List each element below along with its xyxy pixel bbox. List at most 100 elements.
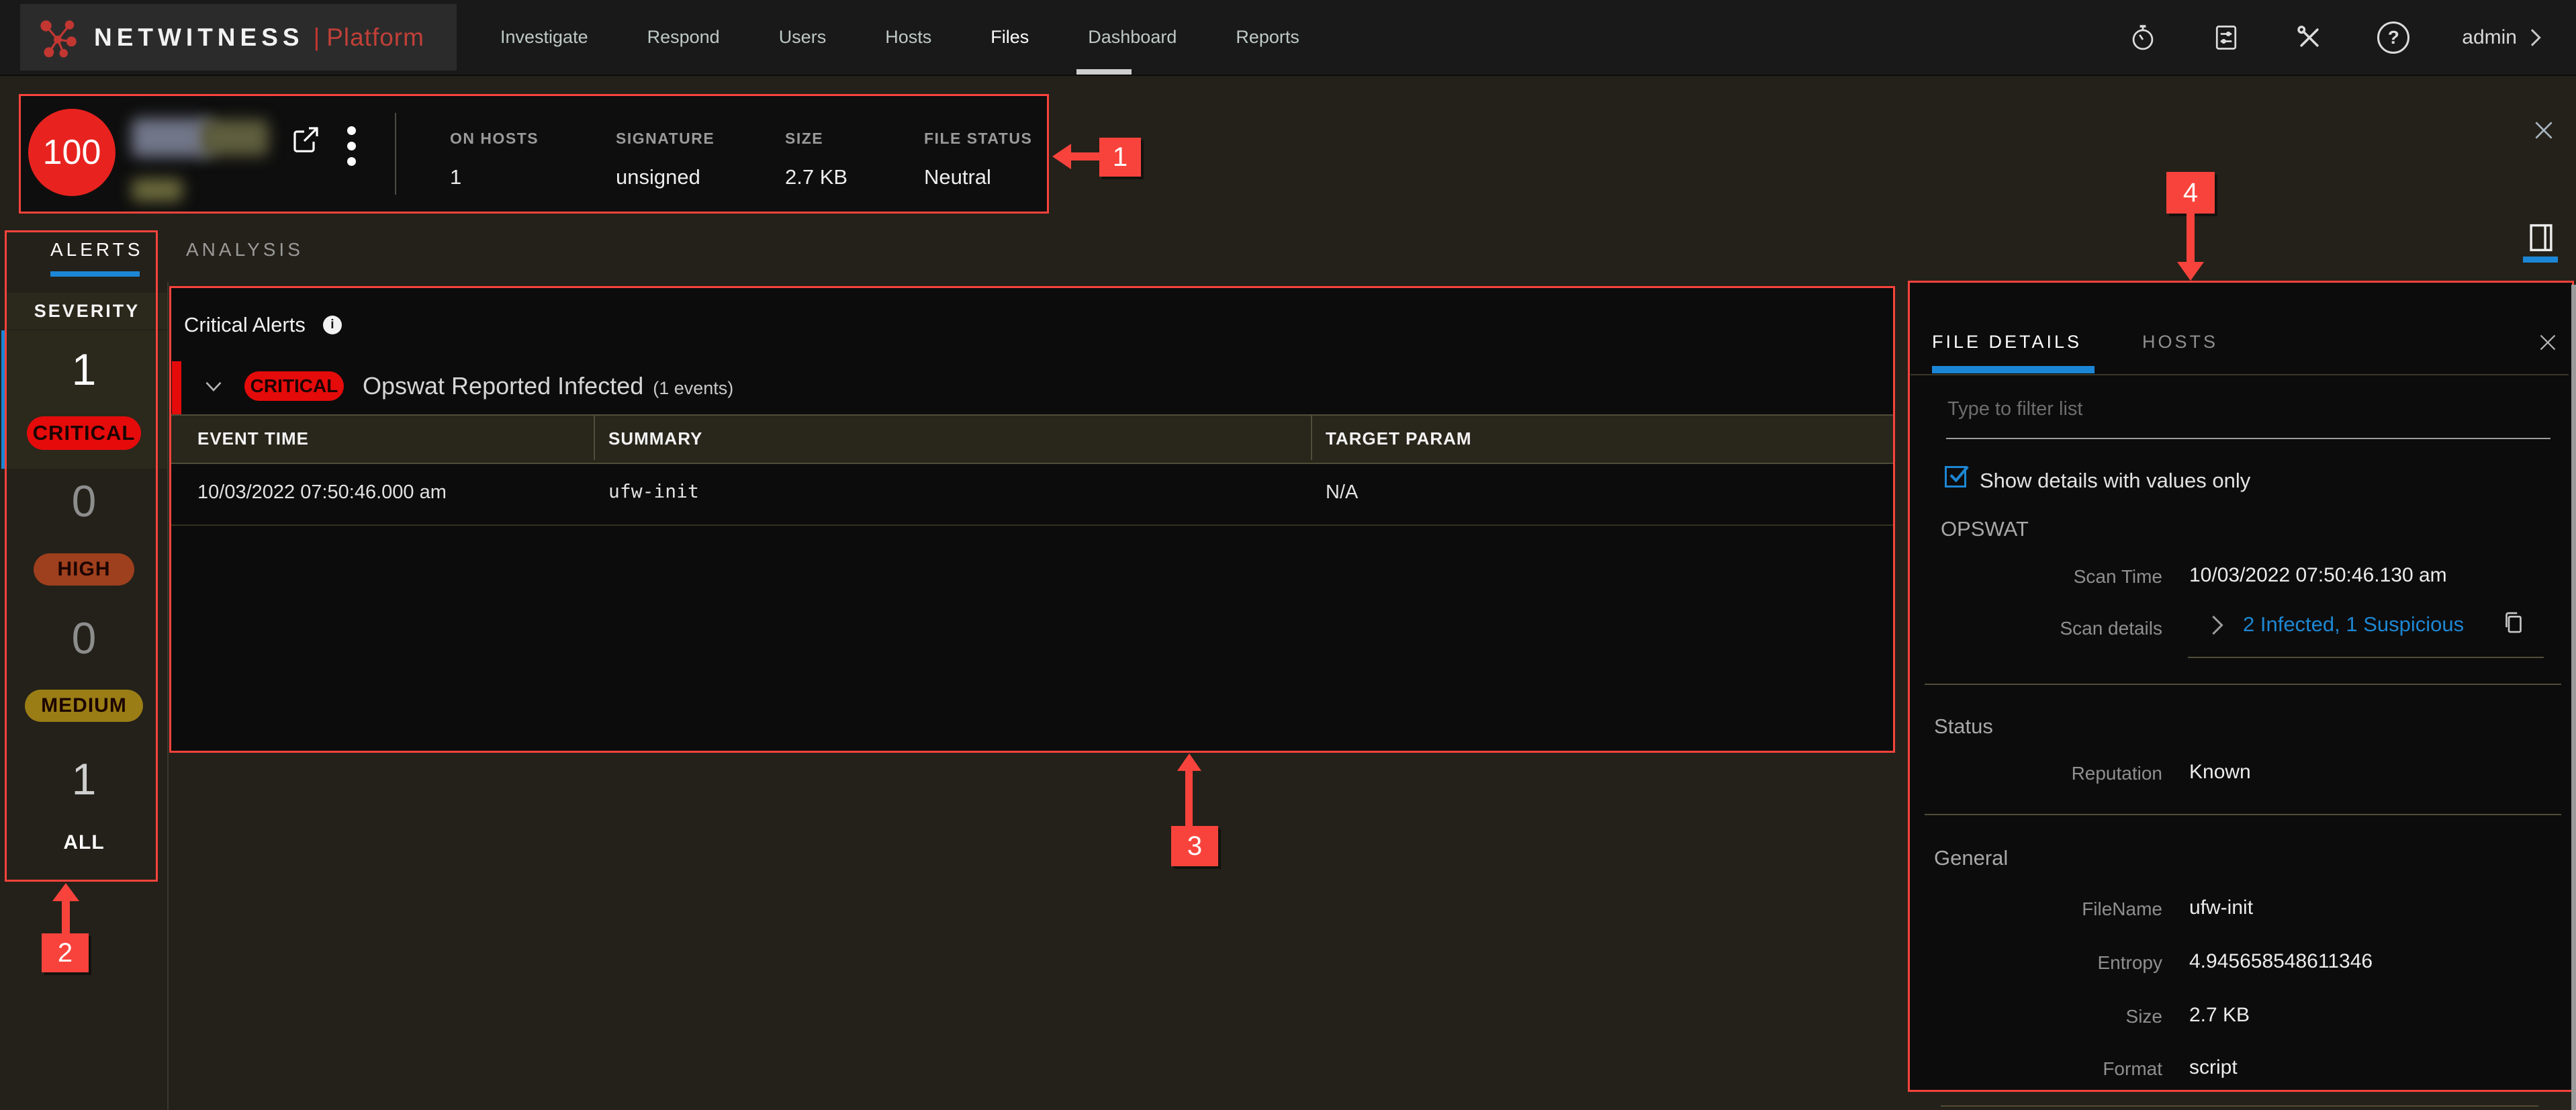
callout-1-arrow <box>1070 152 1101 160</box>
column-divider <box>1311 416 1312 460</box>
info-icon[interactable]: i <box>322 316 342 334</box>
nav-item-dashboard[interactable]: Dashboard <box>1088 27 1177 47</box>
panel-close-button[interactable] <box>2536 330 2560 358</box>
critical-badge: CRITICAL <box>27 416 141 450</box>
top-nav: NETWITNESS | Platform Investigate Respon… <box>0 0 2576 76</box>
high-badge[interactable]: HIGH <box>34 553 134 586</box>
filename-value: ufw-init <box>2189 896 2254 919</box>
brand-product: Platform <box>326 23 424 51</box>
toggle-details-panel-button[interactable] <box>2527 222 2555 257</box>
active-panel-indicator <box>2523 257 2558 263</box>
stat-signature: SIGNATURE unsigned <box>616 130 715 189</box>
selected-severity-indicator <box>1 330 7 469</box>
netwitness-logo[interactable]: NETWITNESS | Platform <box>20 4 457 71</box>
preferences-icon[interactable] <box>2211 22 2242 53</box>
medium-count: 0 <box>71 613 97 663</box>
filter-input[interactable] <box>1946 398 2540 421</box>
stat-file-status: FILE STATUS Neutral <box>924 130 1032 189</box>
callout-3-arrow <box>1185 770 1193 827</box>
more-options-button[interactable] <box>347 126 356 166</box>
help-icon[interactable]: ? <box>2377 21 2410 54</box>
stat-label: SIGNATURE <box>616 130 715 147</box>
chevron-right-icon <box>2212 615 2223 635</box>
nav-item-respond[interactable]: Respond <box>647 27 720 47</box>
check-icon <box>1949 465 1969 483</box>
risk-score-badge: 100 <box>28 109 116 196</box>
callout-3-label: 3 <box>1171 826 1218 866</box>
nav-item-reports[interactable]: Reports <box>1236 27 1299 47</box>
section-title-status: Status <box>1934 714 1993 738</box>
group-severity-accent <box>172 361 181 416</box>
high-count: 0 <box>71 476 97 526</box>
tools-icon[interactable] <box>2294 22 2325 53</box>
callout-4-arrow <box>2187 212 2195 263</box>
row-divider <box>171 524 1893 526</box>
stat-value: 2.7 KB <box>785 165 848 189</box>
stat-label: SIZE <box>785 130 824 147</box>
open-in-new-window-button[interactable] <box>289 124 322 159</box>
redacted-file-name <box>201 120 269 156</box>
all-count: 1 <box>71 754 97 804</box>
active-details-tab-indicator <box>1932 366 2095 373</box>
all-label[interactable]: ALL <box>63 831 105 853</box>
brand-name: NETWITNESS <box>94 23 304 51</box>
tab-hosts[interactable]: HOSTS <box>2142 332 2219 352</box>
stat-value: Neutral <box>924 165 991 189</box>
scan-time-value: 10/03/2022 07:50:46.130 am <box>2189 564 2447 586</box>
critical-count: 1 <box>71 344 97 394</box>
active-tab-indicator <box>50 271 140 277</box>
cell-event-time: 10/03/2022 07:50:46.000 am <box>197 481 447 503</box>
scan-details-link[interactable]: 2 Infected, 1 Suspicious <box>2243 612 2465 636</box>
side-panel-icon <box>2530 224 2552 252</box>
column-header-event-time: EVENT TIME <box>197 428 310 449</box>
stat-label: ON HOSTS <box>450 130 539 147</box>
expand-scan-details-chevron[interactable] <box>2207 614 2227 640</box>
section-divider <box>1925 814 2561 815</box>
alert-group-row[interactable]: CRITICAL Opswat Reported Infected (1 eve… <box>201 363 1813 410</box>
nav-item-hosts[interactable]: Hosts <box>885 27 932 47</box>
scan-time-label: Scan Time <box>2073 566 2162 587</box>
column-header-target-param: TARGET PARAM <box>1326 428 1472 449</box>
cell-target-param: N/A <box>1326 481 1359 503</box>
stat-label: FILE STATUS <box>924 130 1033 147</box>
medium-badge[interactable]: MEDIUM <box>25 690 143 722</box>
column-divider <box>594 416 595 460</box>
panel-scrollbar[interactable] <box>2571 285 2576 1110</box>
divider <box>167 282 169 1110</box>
stat-on-hosts: ON HOSTS 1 <box>450 130 539 189</box>
admin-label: admin <box>2462 26 2517 48</box>
callout-3-arrow <box>1177 753 1201 771</box>
chevron-down-icon <box>205 381 222 391</box>
alert-group-title: Opswat Reported Infected <box>363 372 644 400</box>
section-title-opswat: OPSWAT <box>1941 517 2029 541</box>
values-only-checkbox[interactable] <box>1945 465 1969 488</box>
timer-icon[interactable] <box>2127 22 2158 53</box>
alert-group-event-count: (1 events) <box>653 377 734 398</box>
entropy-value: 4.945658548611346 <box>2189 950 2373 972</box>
section-divider <box>1925 684 2561 685</box>
panel-title: Critical Alerts <box>184 313 306 336</box>
tab-file-details[interactable]: FILE DETAILS <box>1932 332 2082 352</box>
tab-alerts[interactable]: ALERTS <box>50 239 144 260</box>
callout-2-arrow <box>52 883 79 901</box>
reputation-label: Reputation <box>2071 763 2162 784</box>
field-underline <box>2188 657 2544 658</box>
divider <box>395 113 396 195</box>
severity-badge: CRITICAL <box>244 371 344 401</box>
nav-item-investigate[interactable]: Investigate <box>500 27 588 47</box>
reputation-value: Known <box>2189 761 2251 783</box>
admin-menu[interactable]: admin <box>2462 26 2542 49</box>
size-label: Size <box>2125 1006 2162 1027</box>
filter-input-underline <box>1946 438 2550 439</box>
scan-details-label: Scan details <box>2060 618 2162 639</box>
close-icon <box>2540 334 2556 351</box>
callout-2-arrow <box>62 900 70 935</box>
table-row[interactable]: 10/03/2022 07:50:46.000 am ufw-init N/A <box>171 463 1893 524</box>
tab-analysis[interactable]: ANALYSIS <box>186 239 304 260</box>
nav-item-files[interactable]: Files <box>991 27 1029 47</box>
copy-button[interactable] <box>2499 608 2528 640</box>
nav-item-users[interactable]: Users <box>778 27 827 47</box>
alerts-table-header <box>171 414 1893 464</box>
page-close-button[interactable] <box>2530 117 2557 147</box>
